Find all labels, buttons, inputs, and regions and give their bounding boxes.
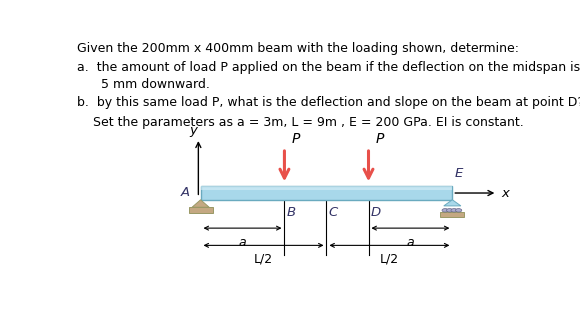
Circle shape: [447, 209, 453, 212]
Bar: [440, 212, 464, 217]
Text: B: B: [287, 206, 296, 219]
Text: a: a: [407, 236, 414, 249]
Text: a: a: [239, 236, 246, 249]
Circle shape: [451, 209, 457, 212]
Text: b.  by this same load P, what is the deflection and slope on the beam at point D: b. by this same load P, what is the defl…: [77, 96, 580, 108]
Text: L/2: L/2: [254, 253, 273, 266]
Bar: [201, 186, 452, 200]
Text: Set the parameters as a = 3m, L = 9m , E = 200 GPa. EI is constant.: Set the parameters as a = 3m, L = 9m , E…: [77, 116, 524, 129]
Text: Given the 200mm x 400mm beam with the loading shown, determine:: Given the 200mm x 400mm beam with the lo…: [77, 42, 519, 55]
Circle shape: [455, 209, 462, 212]
Text: P: P: [375, 132, 383, 146]
Text: C: C: [329, 206, 338, 219]
Text: x: x: [502, 187, 510, 199]
Text: L/2: L/2: [380, 253, 399, 266]
Text: 5 mm downward.: 5 mm downward.: [77, 78, 210, 91]
Text: y: y: [189, 124, 197, 137]
Circle shape: [442, 209, 448, 212]
Bar: [188, 207, 212, 213]
Text: D: D: [371, 206, 381, 219]
Text: P: P: [291, 132, 299, 146]
Text: a.  the amount of load P applied on the beam if the deflection on the midspan is: a. the amount of load P applied on the b…: [77, 61, 580, 74]
Text: E: E: [455, 167, 463, 180]
Bar: [201, 186, 452, 190]
Text: A: A: [180, 186, 189, 199]
Polygon shape: [192, 200, 209, 207]
Polygon shape: [444, 200, 461, 206]
